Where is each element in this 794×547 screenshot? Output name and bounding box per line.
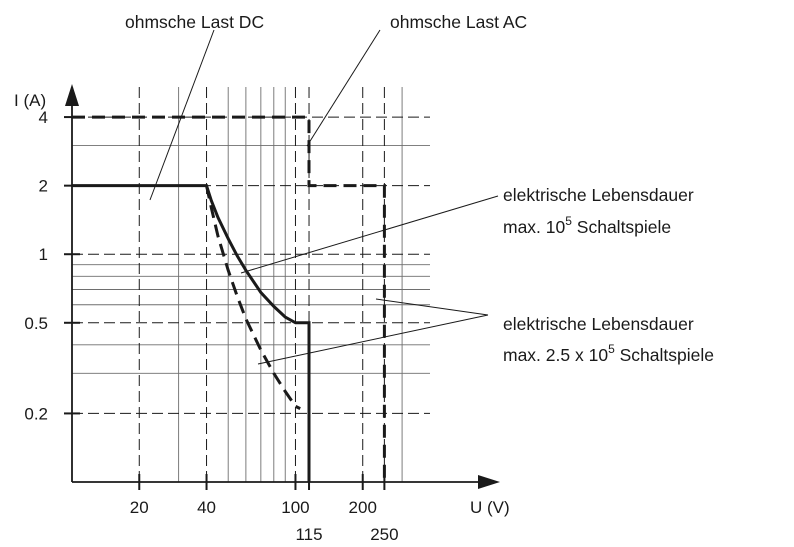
annotation-life2-suffix: Schaltspiele <box>615 345 714 365</box>
grid <box>72 87 430 482</box>
leader-ac <box>306 29 381 147</box>
leader-life2-a <box>375 298 489 316</box>
x-tick-label: 200 <box>349 498 377 517</box>
y-tick-label: 2 <box>39 177 48 196</box>
x-tick-label: 20 <box>130 498 149 517</box>
x-tick-label: 40 <box>197 498 216 517</box>
annotation-life2-line1: elektrische Lebensdauer <box>503 314 694 334</box>
annotations: ohmsche Last DC ohmsche Last AC elektris… <box>125 12 714 365</box>
x-tick-label: 250 <box>370 525 398 544</box>
y-tick-label: 0.2 <box>24 404 48 423</box>
x-ticks: 20 40 100 115 200 250 <box>130 474 399 544</box>
annotation-life1-prefix: max. 10 <box>503 217 566 237</box>
y-axis-arrowhead <box>65 84 79 106</box>
leader-life2-b <box>257 314 489 365</box>
y-tick-label: 4 <box>39 108 48 127</box>
annotation-dc: ohmsche Last DC <box>125 12 264 32</box>
annotation-life1-line2: max. 105 Schaltspiele <box>503 214 671 237</box>
y-tick-label: 0.5 <box>24 314 48 333</box>
y-axis-label: I (A) <box>14 91 46 110</box>
annotation-life2-prefix: max. 2.5 x 10 <box>503 345 608 365</box>
annotation-life2-line2: max. 2.5 x 105 Schaltspiele <box>503 342 714 365</box>
axes <box>65 84 500 489</box>
x-axis-arrowhead <box>478 475 500 489</box>
series-line-1 <box>72 184 311 482</box>
leader-dc <box>149 29 215 201</box>
annotation-ac: ohmsche Last AC <box>390 12 527 32</box>
series-group <box>72 115 386 482</box>
annotation-life1-line1: elektrische Lebensdauer <box>503 185 694 205</box>
series-line-2 <box>72 115 386 482</box>
x-tick-label: 100 <box>281 498 309 517</box>
y-tick-label: 1 <box>39 245 48 264</box>
annotation-life1-suffix: Schaltspiele <box>572 217 671 237</box>
annotation-life2-sup: 5 <box>608 342 615 356</box>
x-axis-label: U (V) <box>470 498 510 517</box>
leader-life1 <box>240 195 499 274</box>
x-tick-label: 115 <box>295 525 322 544</box>
series-line-3 <box>205 185 301 410</box>
annotation-life1-sup: 5 <box>565 214 572 228</box>
